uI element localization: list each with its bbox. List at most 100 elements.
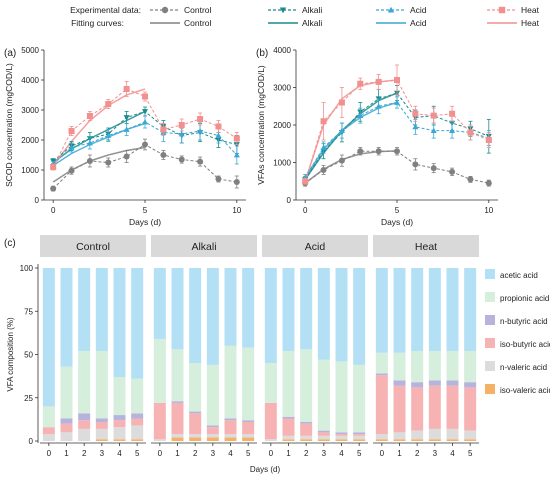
bar-segment-iso-valeric-acid — [242, 437, 255, 441]
bar-segment-acetic-acid — [153, 268, 166, 339]
x-tick-label: 10 — [484, 206, 493, 215]
data-point-acid — [338, 127, 345, 134]
x-axis-title: Days (d) — [129, 217, 161, 227]
bar-segment-n-butyric-acid — [242, 420, 255, 422]
bar-segment-acetic-acid — [335, 268, 348, 362]
data-point-alkali — [142, 109, 148, 115]
fit-curve-alkali — [52, 110, 146, 164]
bar-segment-propionic-acid — [317, 359, 330, 431]
x-tick-label: 0 — [269, 449, 274, 458]
bar-segment-n-valeric-acid — [113, 427, 126, 440]
bar-segment-n-butyric-acid — [446, 380, 459, 386]
fit-curve-control — [52, 146, 146, 183]
legend-label: iso-valeric acid — [500, 386, 550, 395]
bar-segment-acetic-acid — [464, 268, 477, 352]
y-tick-label: 75 — [24, 307, 33, 316]
bar-segment-iso-valeric-acid — [411, 439, 424, 441]
bar-segment-propionic-acid — [353, 364, 366, 433]
data-point-control — [485, 180, 492, 187]
bar-segment-n-valeric-acid — [42, 434, 55, 441]
bar-segment-iso-valeric-acid — [113, 439, 126, 441]
legend-experimental-label: Experimental data: — [70, 5, 141, 15]
bar-segment-acetic-acid — [300, 268, 313, 350]
data-point-heat — [50, 164, 57, 170]
data-point-control — [178, 156, 185, 163]
data-point-acid — [375, 103, 382, 109]
bar-segment-n-valeric-acid — [242, 434, 255, 438]
data-point-heat — [197, 116, 204, 122]
x-tick-label: 1 — [397, 449, 402, 458]
x-tick-label: 0 — [380, 449, 385, 458]
data-point-heat — [449, 110, 456, 117]
legend-label: iso-butyric acid — [500, 340, 550, 349]
bar-segment-acetic-acid — [171, 268, 184, 350]
bar-segment-propionic-acid — [264, 363, 277, 403]
data-point-acid — [178, 131, 185, 137]
x-tick-label: 0 — [303, 206, 308, 215]
legend-swatch — [485, 361, 495, 371]
top-legend: Experimental data: Fitting curves: Control… — [70, 5, 539, 28]
bar-segment-acetic-acid — [353, 268, 366, 365]
bar-segment-propionic-acid — [113, 376, 126, 416]
bar-segment-propionic-acid — [335, 361, 348, 433]
bar-segment-iso-valeric-acid — [375, 439, 388, 441]
legend-exp-label: Heat — [521, 5, 540, 15]
legend-label: acetic acid — [500, 271, 538, 280]
bar-segment-propionic-acid — [411, 351, 424, 383]
bar-segment-iso-valeric-acid — [282, 439, 295, 441]
x-tick-label: 4 — [339, 449, 344, 458]
bar-segment-propionic-acid — [95, 351, 108, 419]
data-point-acid — [412, 123, 419, 130]
fit-curve-acid — [304, 101, 398, 178]
bar-segment-n-butyric-acid — [375, 373, 388, 376]
x-tick-label: 3 — [322, 449, 327, 458]
facet-strip — [373, 235, 479, 257]
bar-segment-iso-butyric-acid — [95, 421, 108, 429]
bar-segment-n-valeric-acid — [224, 434, 237, 438]
facet-label: Acid — [305, 241, 326, 253]
bar-segment-n-butyric-acid — [171, 401, 184, 403]
data-point-acid — [68, 144, 75, 150]
bar-segment-propionic-acid — [153, 338, 166, 403]
bar-segment-iso-valeric-acid — [95, 439, 108, 441]
x-tick-label: 2 — [415, 449, 420, 458]
bar-segment-iso-valeric-acid — [224, 437, 237, 441]
bar-segment-n-valeric-acid — [353, 435, 366, 440]
data-point-acid — [320, 144, 327, 150]
bar-segment-iso-butyric-acid — [78, 420, 91, 429]
data-point-heat — [302, 178, 309, 185]
bar-segment-n-butyric-acid — [335, 432, 348, 435]
bar-segment-propionic-acid — [131, 378, 144, 414]
y-tick-label: 4000 — [273, 46, 291, 55]
data-point-acid — [197, 128, 204, 134]
bar-segment-n-valeric-acid — [189, 434, 202, 438]
data-point-acid — [394, 99, 400, 105]
bar-segment-n-valeric-acid — [171, 434, 184, 438]
data-point-control — [233, 179, 240, 185]
bar-segment-n-valeric-acid — [428, 428, 441, 440]
bar-segment-n-butyric-acid — [300, 421, 313, 424]
y-axis-title: SCOD concentration (mgCOD/L) — [4, 63, 14, 187]
y-tick-label: 3000 — [21, 106, 39, 115]
panel-label: (a) — [4, 48, 16, 59]
bar-segment-iso-butyric-acid — [282, 418, 295, 436]
bar-segment-propionic-acid — [189, 363, 202, 412]
fit-curve-acid — [52, 122, 146, 167]
series-line-alkali — [304, 92, 489, 180]
bar-segment-iso-butyric-acid — [393, 385, 406, 433]
bar-segment-iso-butyric-acid — [264, 402, 277, 440]
bar-segment-iso-butyric-acid — [224, 420, 237, 435]
bar-segment-iso-valeric-acid — [206, 437, 219, 441]
x-axis-title: Days (d) — [250, 465, 281, 474]
bar-segment-n-butyric-acid — [282, 416, 295, 419]
legend-fit-label: Control — [184, 18, 212, 28]
x-tick-label: 5 — [135, 449, 140, 458]
bar-segment-n-butyric-acid — [206, 425, 219, 428]
data-point-heat — [233, 135, 240, 142]
bar-segment-acetic-acid — [264, 268, 277, 364]
bar-segment-n-valeric-acid — [335, 435, 348, 440]
bar-segment-propionic-acid — [446, 351, 459, 381]
y-tick-label: 1000 — [21, 166, 39, 175]
data-point-control — [86, 158, 93, 164]
bar-segment-propionic-acid — [78, 351, 91, 414]
